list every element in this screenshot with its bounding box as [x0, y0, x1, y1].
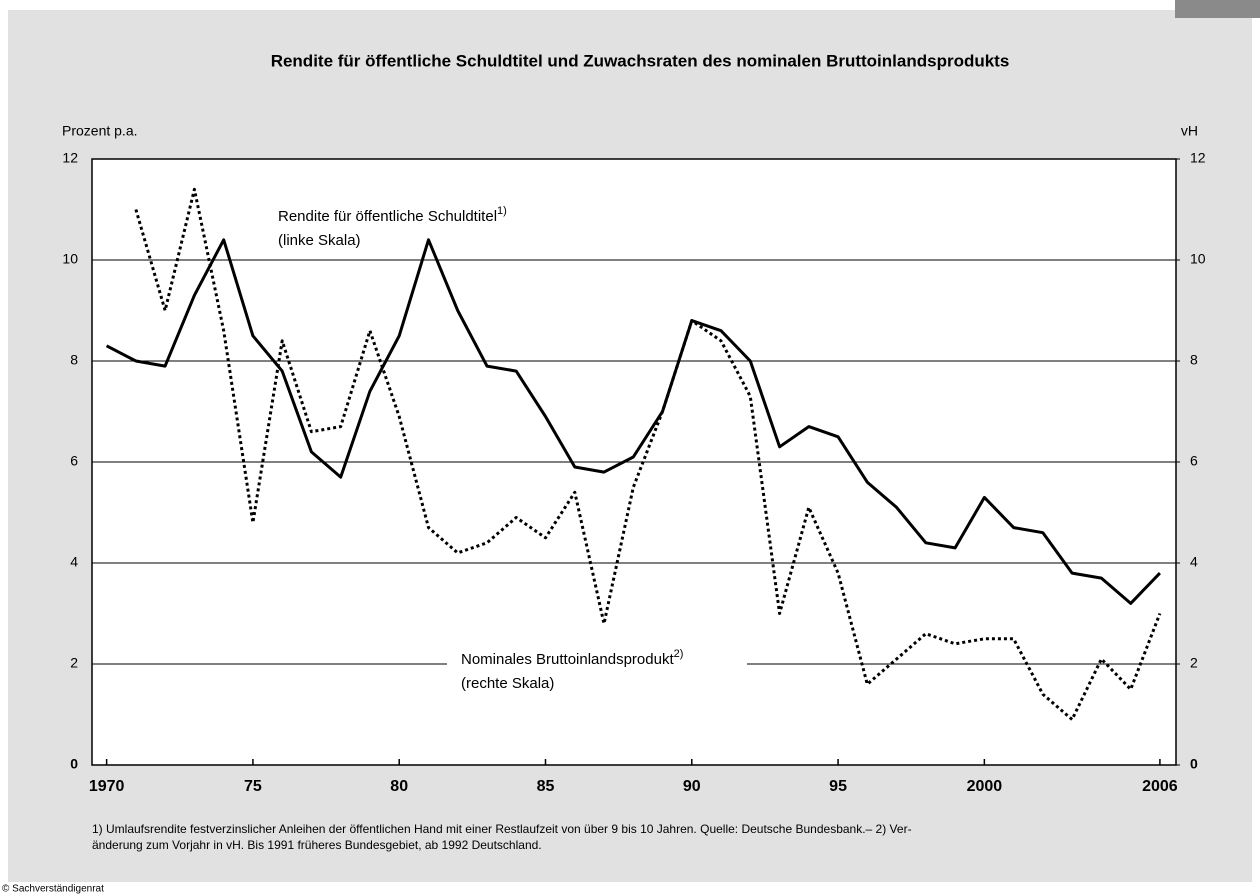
series-annotation: Rendite für öffentliche Schuldtitel1) [278, 205, 507, 225]
corner-tab [1175, 0, 1260, 18]
x-tick-label: 80 [390, 778, 408, 795]
y2-tick-label: 10 [1190, 251, 1206, 267]
copyright: © Sachverständigenrat [2, 884, 104, 895]
y2-tick-label: 0 [1190, 756, 1198, 772]
y2-tick-label: 2 [1190, 655, 1198, 671]
y-tick-label: 8 [70, 352, 78, 368]
y-tick-label: 0 [70, 756, 78, 772]
series-line [105, 238, 1161, 605]
y2-tick-label: 4 [1190, 554, 1198, 570]
y-tick-label: 10 [62, 251, 78, 267]
series-name: Rendite für öffentliche Schuldtitel [278, 208, 497, 225]
series-note: 1) [497, 205, 507, 217]
x-tick-label: 90 [683, 778, 701, 795]
y-tick-label: 12 [62, 150, 78, 166]
series-scale: (linke Skala) [278, 232, 361, 249]
footnote: 1) Umlaufsrendite festverzinslicher Anle… [92, 822, 912, 836]
y2-axis-label: vH [1181, 123, 1198, 139]
x-tick-label: 95 [829, 778, 847, 795]
lines [105, 187, 1162, 721]
y-axis-label: Prozent p.a. [62, 123, 138, 139]
x-tick-label: 85 [537, 778, 555, 795]
footnote: änderung zum Vorjahr in vH. Bis 1991 frü… [92, 838, 542, 852]
y2-tick-label: 8 [1190, 352, 1198, 368]
y-tick-label: 2 [70, 655, 78, 671]
x-tick-label: 2000 [967, 778, 1003, 795]
x-tick-label: 1970 [89, 778, 125, 795]
label-background [447, 645, 747, 695]
y-tick-label: 4 [70, 554, 78, 570]
x-tick-label: 75 [244, 778, 262, 795]
y2-tick-label: 12 [1190, 150, 1206, 166]
y-tick-label: 6 [70, 453, 78, 469]
x-tick-label: 2006 [1142, 778, 1178, 795]
series-scale: (rechte Skala) [461, 675, 554, 692]
series-name: Nominales Bruttoinlandsprodukt [461, 651, 674, 668]
series-annotation: Nominales Bruttoinlandsprodukt2) [461, 648, 683, 668]
chart-title: Rendite für öffentliche Schuldtitel und … [271, 51, 1010, 70]
series-note: 2) [674, 648, 684, 660]
y2-tick-label: 6 [1190, 453, 1198, 469]
ticks: 0 2 4 6 8 10 12 0 2 4 6 8 10 12 1970 75 80 85 90 95 2000 2006 [62, 150, 1205, 796]
